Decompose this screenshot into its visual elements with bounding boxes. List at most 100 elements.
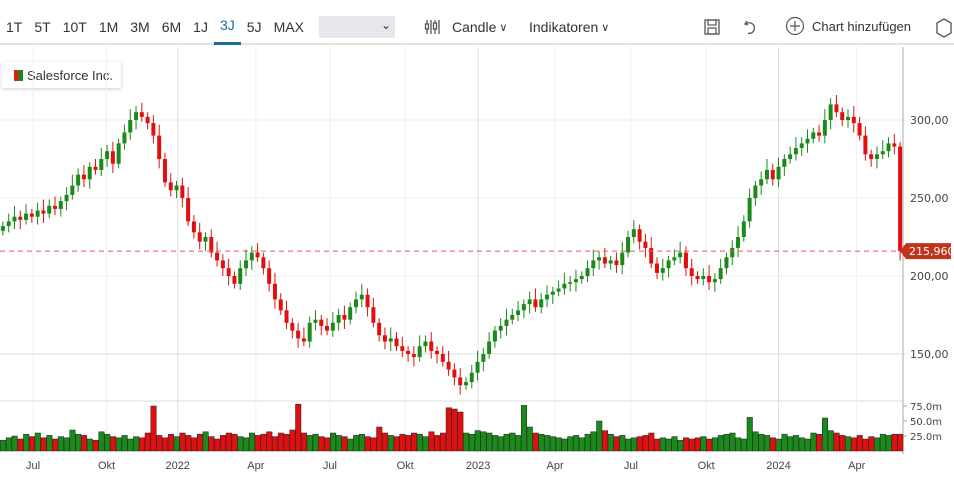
y-tick-label: 200,00 bbox=[910, 270, 949, 283]
volume-bar bbox=[393, 436, 400, 452]
candle-body bbox=[157, 135, 162, 159]
candle-body bbox=[261, 257, 266, 269]
candle-body bbox=[186, 198, 191, 222]
x-tick-label: 2022 bbox=[165, 460, 189, 472]
candle-body bbox=[591, 260, 596, 269]
volume-bar bbox=[810, 432, 817, 452]
candle-body bbox=[301, 338, 306, 342]
volume-bar bbox=[23, 433, 30, 452]
candle-body bbox=[162, 159, 167, 183]
volume-bar bbox=[127, 438, 134, 452]
candle-body bbox=[296, 330, 301, 339]
volume-bar bbox=[578, 437, 585, 452]
volume-bar bbox=[353, 435, 360, 452]
candle-body bbox=[110, 151, 115, 164]
candle-body bbox=[764, 169, 769, 180]
save-icon[interactable] bbox=[703, 18, 721, 36]
volume-bar bbox=[758, 433, 765, 452]
volume-bar bbox=[613, 436, 620, 452]
volume-bar bbox=[179, 432, 186, 452]
series-color-swatch bbox=[14, 69, 23, 81]
candle-body bbox=[371, 307, 376, 323]
candle-body bbox=[319, 319, 324, 326]
candle-body bbox=[724, 257, 729, 269]
range-6m[interactable]: 6M bbox=[161, 19, 182, 35]
candle-body bbox=[846, 116, 851, 120]
candle-body bbox=[504, 319, 509, 326]
candle-body bbox=[579, 276, 584, 280]
y-tick-label: 150,00 bbox=[910, 348, 949, 361]
volume-bar bbox=[138, 437, 145, 452]
volume-bar bbox=[816, 433, 823, 452]
range-1t[interactable]: 1T bbox=[6, 19, 23, 35]
volume-bar bbox=[752, 431, 759, 452]
volume-bar bbox=[850, 437, 857, 452]
range-3m[interactable]: 3M bbox=[130, 19, 150, 35]
volume-bar bbox=[81, 435, 88, 452]
candle-body bbox=[753, 185, 758, 198]
volume-bar bbox=[879, 433, 886, 452]
candle-body bbox=[0, 226, 5, 231]
candle-settings-icon[interactable] bbox=[424, 18, 442, 36]
volume-bar bbox=[555, 437, 562, 452]
volume-bar bbox=[277, 432, 284, 452]
settings-icon[interactable] bbox=[934, 18, 954, 38]
volume-bar bbox=[428, 431, 435, 452]
candle-body bbox=[220, 260, 225, 269]
candle-body bbox=[168, 182, 173, 191]
range-3j[interactable]: 3J bbox=[213, 0, 241, 45]
chevron-down-icon: ∨ bbox=[601, 21, 610, 34]
candle-body bbox=[857, 123, 862, 136]
candle-body bbox=[510, 315, 515, 320]
candle-body bbox=[290, 322, 295, 331]
compare-select[interactable]: ⌄ bbox=[319, 16, 395, 38]
candle-body bbox=[134, 112, 139, 120]
volume-bar bbox=[445, 407, 452, 452]
range-max[interactable]: MAX bbox=[273, 19, 304, 35]
volume-bar bbox=[399, 433, 406, 452]
candle-body bbox=[52, 205, 57, 209]
series-legend[interactable]: Salesforce Inc. bbox=[2, 62, 121, 88]
add-chart-button[interactable]: Chart hinzufügen bbox=[785, 16, 911, 36]
candle-body bbox=[776, 166, 781, 180]
candle-body bbox=[423, 341, 428, 347]
volume-bar bbox=[306, 435, 313, 452]
candle-body bbox=[666, 260, 671, 269]
volume-bar bbox=[468, 433, 475, 452]
volume-bar bbox=[98, 431, 105, 452]
price-chart[interactable]: 150,00 200,00 250,00 300,00 25.0m 50.0m 75.0m J… bbox=[0, 47, 954, 477]
volume-bar bbox=[266, 431, 273, 452]
volume-panel bbox=[0, 354, 903, 404]
volume-bar bbox=[133, 436, 140, 452]
range-5t[interactable]: 5T bbox=[34, 19, 51, 35]
volume-bar bbox=[220, 435, 226, 452]
volume-bar bbox=[69, 429, 76, 452]
indicators-dropdown[interactable]: Indikatoren ∨ bbox=[529, 19, 610, 35]
range-10t[interactable]: 10T bbox=[62, 19, 87, 35]
volume-bar bbox=[700, 436, 707, 452]
volume-bar bbox=[885, 435, 892, 452]
candle-body bbox=[116, 143, 121, 164]
candle-body bbox=[695, 276, 700, 280]
candle-body bbox=[191, 221, 196, 233]
candle-body bbox=[417, 346, 422, 358]
volume-bar bbox=[115, 437, 122, 452]
candle-body bbox=[174, 185, 179, 191]
candle-body bbox=[18, 216, 23, 220]
volume-bar bbox=[104, 433, 111, 452]
range-5j[interactable]: 5J bbox=[246, 19, 262, 35]
chart-type-dropdown[interactable]: Candle ∨ bbox=[452, 19, 508, 35]
candle-body bbox=[874, 154, 879, 159]
volume-bar bbox=[272, 436, 279, 452]
volume-bar bbox=[370, 437, 377, 452]
candle-body bbox=[550, 291, 555, 295]
volume-bar bbox=[798, 437, 805, 452]
volume-bar bbox=[729, 432, 736, 452]
range-1j[interactable]: 1J bbox=[193, 19, 208, 35]
candle-body bbox=[359, 294, 364, 300]
range-1m[interactable]: 1M bbox=[98, 19, 119, 35]
volume-bar bbox=[283, 433, 290, 452]
volume-bar bbox=[683, 437, 690, 452]
candle-body bbox=[869, 154, 874, 159]
undo-icon[interactable] bbox=[742, 18, 760, 36]
